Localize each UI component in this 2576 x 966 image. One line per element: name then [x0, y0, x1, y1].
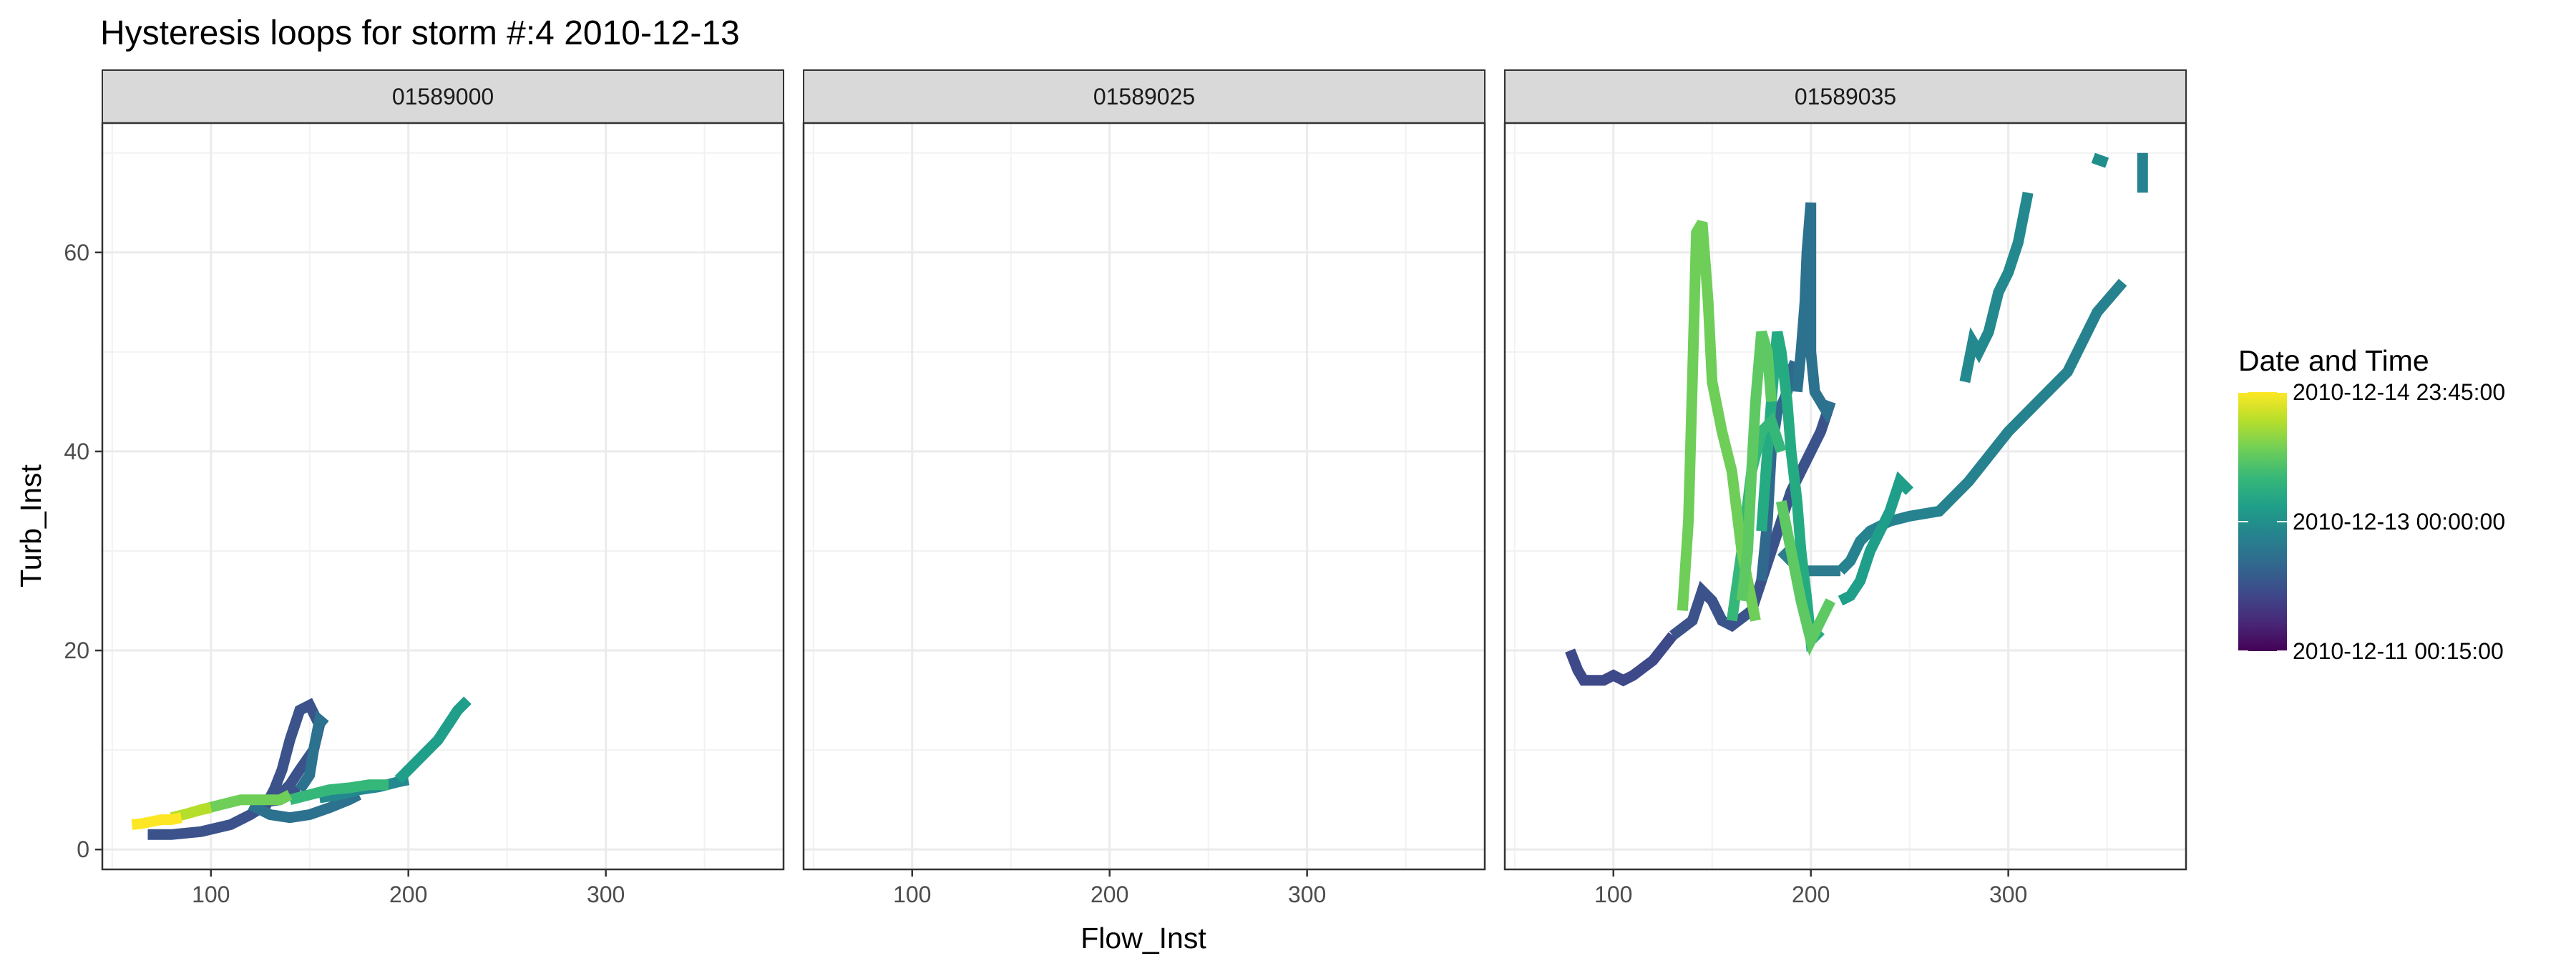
series-line: [1959, 191, 2034, 384]
chart-title: Hysteresis loops for storm #:4 2010-12-1…: [100, 14, 740, 52]
series-line: [394, 696, 472, 784]
series-group: [1565, 152, 2148, 687]
x-tick-label: 200: [389, 882, 427, 907]
grid: [102, 123, 784, 869]
y-axis-title: Turb_Inst: [14, 464, 47, 587]
x-axis-ticks: 100 200 300: [1594, 869, 2027, 907]
color-legend: Date and Time 2010-12-14 23:45:00 2010-12…: [2238, 344, 2505, 664]
strip-label: 01589025: [1093, 84, 1195, 109]
series-line: [288, 779, 389, 805]
x-tick-label: 300: [587, 882, 625, 907]
series-group: [131, 696, 472, 840]
panel-01589000: 01589000 100 200 300 0 20 40 60: [64, 69, 785, 907]
grid: [804, 123, 1485, 869]
series-line: [200, 790, 293, 815]
legend-label: 2010-12-11 00:15:00: [2293, 638, 2504, 664]
legend-label: 2010-12-13 00:00:00: [2293, 509, 2505, 535]
strip-background: [102, 69, 784, 124]
x-axis-title: Flow_Inst: [1080, 922, 1206, 955]
series-line: [1791, 202, 1836, 424]
series-line: [1836, 278, 2127, 575]
series-line: [1736, 330, 1777, 602]
plot-background: [102, 123, 784, 869]
x-tick-label: 300: [1989, 882, 2027, 907]
y-tick-label: 40: [64, 439, 89, 464]
panel-01589025: 01589025 100 200 300: [802, 69, 1486, 907]
x-axis-ticks: 100 200 300: [893, 869, 1326, 907]
x-tick-label: 100: [1594, 882, 1632, 907]
series-line: [2091, 152, 2109, 168]
legend-title: Date and Time: [2238, 344, 2429, 377]
y-tick-label: 60: [64, 240, 89, 265]
series-line: [1565, 632, 1677, 687]
y-tick-label: 20: [64, 638, 89, 663]
strip-background: [1504, 69, 2187, 124]
x-tick-label: 100: [893, 882, 931, 907]
series-line: [295, 710, 329, 793]
legend-label: 2010-12-14 23:45:00: [2293, 379, 2505, 405]
grid: [1505, 123, 2186, 869]
x-tick-label: 200: [1792, 882, 1830, 907]
panel-border: [802, 122, 1486, 871]
y-tick-label: 0: [77, 836, 89, 862]
series-line: [1775, 500, 1836, 656]
panel-border: [101, 122, 785, 871]
strip-label: 01589000: [392, 84, 494, 109]
x-tick-label: 300: [1288, 882, 1326, 907]
series-line: [248, 790, 362, 824]
series-line: [1838, 471, 1914, 606]
x-axis-ticks: 100 200 300: [192, 869, 625, 907]
strip-label: 01589035: [1795, 84, 1896, 109]
x-tick-label: 100: [192, 882, 230, 907]
y-axis-ticks: 0 20 40 60: [64, 240, 102, 862]
x-tick-label: 200: [1091, 882, 1128, 907]
panel-01589035: 01589035 100 200 300: [1503, 69, 2187, 907]
plot-background: [1505, 123, 2186, 869]
panel-border: [1503, 122, 2187, 871]
plot-background: [804, 123, 1485, 869]
facet-panels: 01589000 100 200 300 0 20 40 60 01589025 100 200 30…: [64, 69, 2187, 907]
series-line: [131, 812, 182, 830]
